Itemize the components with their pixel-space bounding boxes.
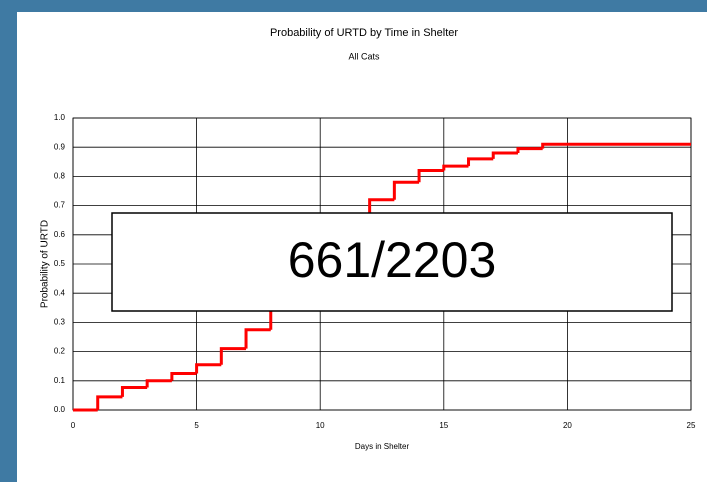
x-tick-label: 10 (316, 421, 325, 430)
y-tick-label: 0.3 (54, 318, 66, 327)
step-segment (516, 147, 543, 154)
y-tick-label: 1.0 (54, 113, 66, 122)
x-tick-label: 20 (563, 421, 572, 430)
step-segment (442, 164, 469, 171)
y-tick-label: 0.1 (54, 376, 66, 385)
y-tick-label: 0.9 (54, 142, 66, 151)
step-segment (170, 372, 197, 381)
step-segment (541, 142, 691, 149)
step-segment (195, 363, 222, 374)
y-tick-label: 0.8 (54, 172, 66, 181)
x-tick-label: 15 (439, 421, 448, 430)
x-tick-label: 5 (194, 421, 199, 430)
x-tick-label: 25 (687, 421, 696, 430)
step-segment (491, 151, 518, 159)
y-tick-label: 0.4 (54, 288, 66, 297)
step-segment (145, 379, 172, 388)
chart-title: Probability of URTD by Time in Shelter (270, 27, 458, 39)
step-segment (120, 386, 148, 397)
step-segment (219, 347, 247, 365)
y-tick-label: 0.5 (54, 259, 66, 268)
step-segment (467, 157, 494, 167)
y-tick-label: 0.2 (54, 347, 66, 356)
y-tick-label: 0.0 (54, 405, 66, 414)
annotation: 661/2203 (288, 232, 497, 288)
step-segment (244, 328, 271, 349)
y-axis-label: Probability of URTD (40, 220, 51, 308)
annotation-box (111, 212, 673, 312)
x-axis-label: Days in Shelter (355, 442, 410, 451)
step-segment (417, 169, 444, 183)
chart-subtitle: All Cats (348, 51, 380, 61)
step-segment (96, 395, 123, 410)
x-tick-label: 0 (71, 421, 76, 430)
y-tick-label: 0.6 (54, 230, 66, 239)
step-segment (392, 180, 420, 200)
y-tick-label: 0.7 (54, 201, 66, 210)
